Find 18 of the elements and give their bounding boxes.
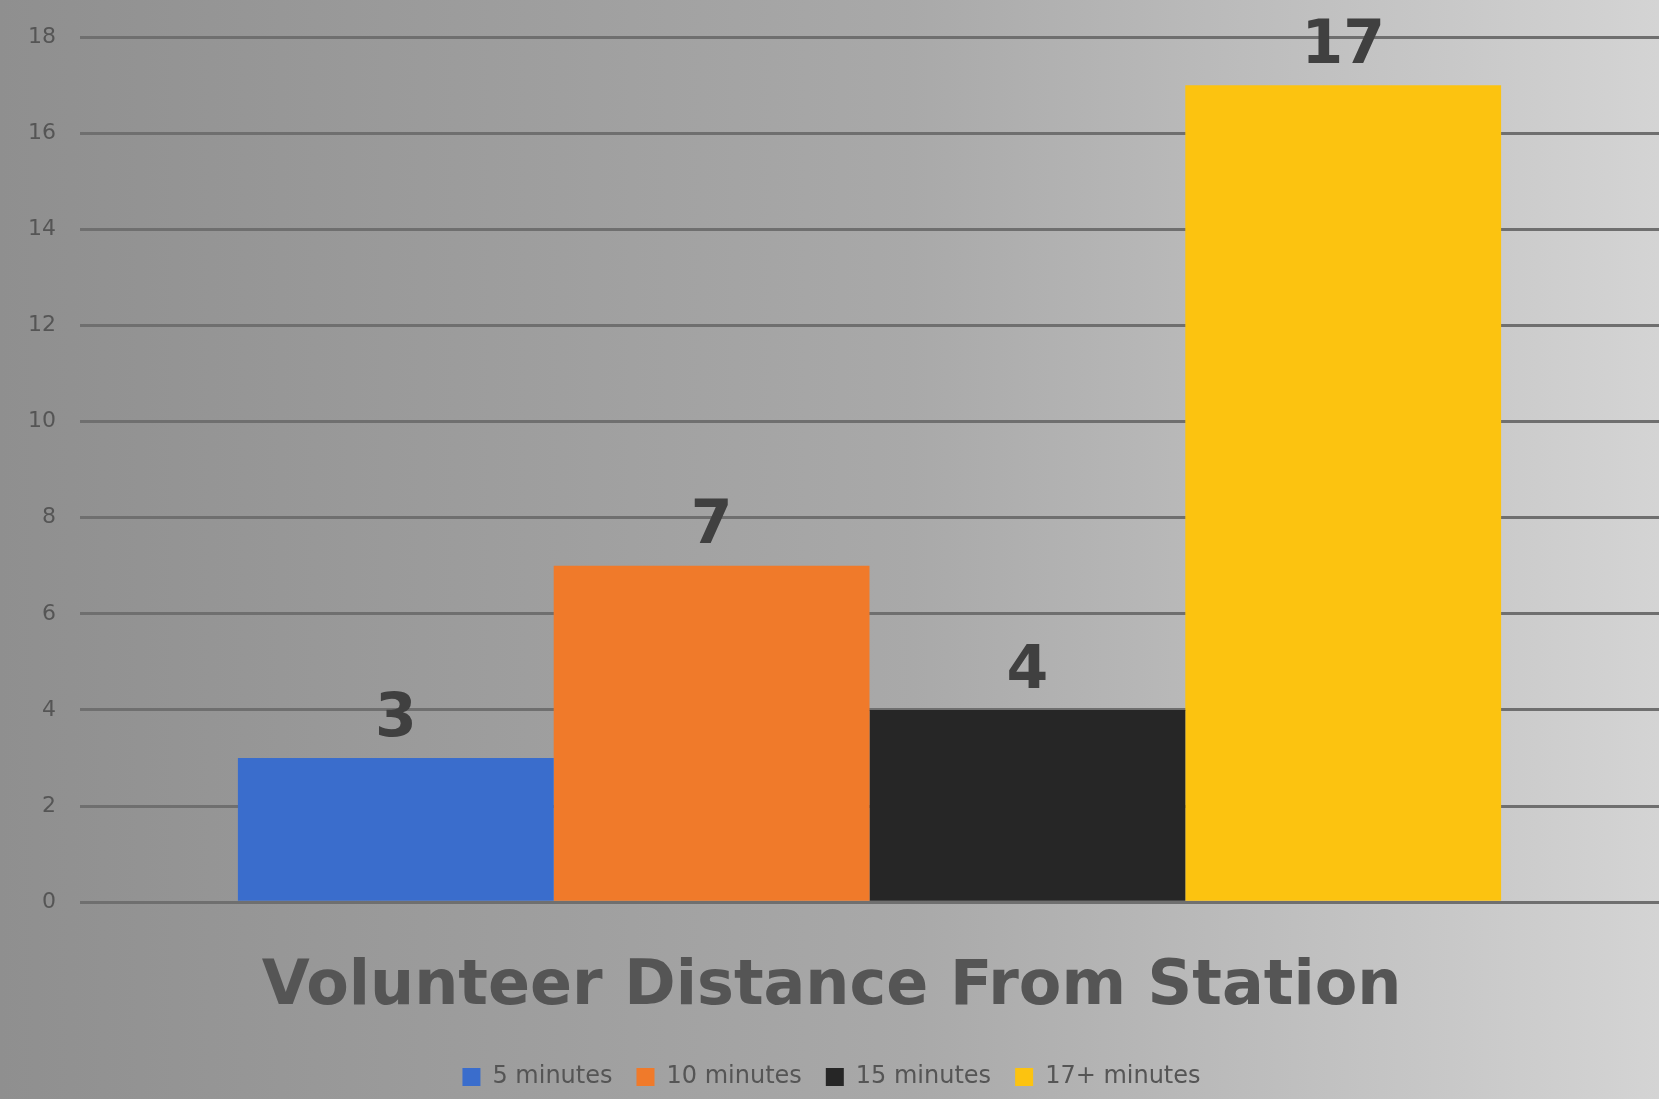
y-tick-label: 2 bbox=[41, 791, 56, 817]
y-tick-label: 0 bbox=[41, 887, 56, 913]
text: Volunteer Distance From Station bbox=[261, 945, 1402, 1019]
legend-label: 15 minutes bbox=[855, 1061, 992, 1090]
y-tick-label: 6 bbox=[41, 599, 56, 625]
data-label: 3 bbox=[374, 679, 417, 750]
legend-label: 17+ minutes bbox=[1045, 1061, 1201, 1090]
legend-label: 5 minutes bbox=[492, 1061, 613, 1090]
y-tick-label: 16 bbox=[27, 119, 56, 145]
data-label: 7 bbox=[690, 487, 733, 558]
y-tick-label: 10 bbox=[27, 407, 56, 433]
legend-label: 10 minutes bbox=[666, 1061, 802, 1090]
y-tick-label: 18 bbox=[27, 22, 56, 48]
y-tick-label: 4 bbox=[41, 695, 56, 721]
y-tick-label: 14 bbox=[27, 215, 56, 241]
y-tick-label: 12 bbox=[27, 311, 56, 337]
y-tick-label: 8 bbox=[41, 503, 56, 529]
data-label: 4 bbox=[1006, 631, 1049, 702]
